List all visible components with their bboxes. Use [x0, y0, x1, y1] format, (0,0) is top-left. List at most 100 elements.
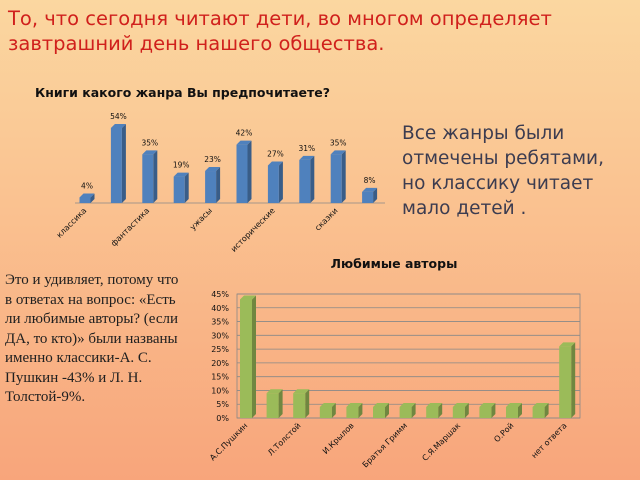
- bar-side: [153, 150, 158, 203]
- bar-top: [110, 123, 126, 128]
- bar-side: [278, 161, 283, 203]
- bar: [319, 406, 332, 418]
- bar-top: [173, 172, 189, 177]
- bar: [426, 406, 439, 418]
- value-label: 23%: [204, 155, 221, 164]
- bar: [110, 127, 122, 203]
- bar: [293, 393, 306, 418]
- bar-top: [293, 389, 310, 394]
- y-tick-label: 30%: [211, 331, 229, 340]
- bar-side: [571, 342, 576, 418]
- bar: [452, 406, 465, 418]
- bar: [79, 197, 91, 203]
- bar-top: [330, 150, 346, 155]
- x-tick-label: фантастика: [109, 206, 151, 248]
- bar-side: [385, 402, 389, 418]
- y-tick-label: 5%: [216, 400, 229, 409]
- x-tick-label: сказки: [313, 206, 339, 232]
- plot-frame: [236, 293, 581, 419]
- bar-top: [236, 140, 252, 145]
- bar-top: [479, 402, 496, 407]
- x-tick-label: исторические: [229, 206, 277, 254]
- value-label: 4%: [81, 181, 93, 190]
- x-tick-label: нет ответа: [530, 421, 569, 460]
- bar: [506, 406, 518, 418]
- bar-side: [341, 150, 346, 203]
- bar-side: [491, 402, 496, 418]
- side-note: Все жанры были отмечены ребятами, но кла…: [402, 123, 604, 219]
- bar-top: [399, 402, 416, 407]
- bar-top: [299, 155, 315, 160]
- x-tick-label: Братья Гримм: [361, 421, 409, 469]
- bar-side: [184, 172, 189, 203]
- bar-top: [267, 161, 283, 166]
- x-tick-label: Л.Толстой: [266, 421, 302, 457]
- bar-top: [79, 193, 95, 198]
- bar: [362, 191, 374, 203]
- bar-side: [247, 140, 252, 203]
- bar-side: [216, 167, 221, 203]
- bar-side: [373, 187, 378, 203]
- bar: [299, 159, 311, 203]
- bar-side: [331, 402, 336, 418]
- bar-top: [452, 402, 469, 407]
- bar-top: [142, 150, 158, 155]
- value-label: 35%: [141, 138, 158, 147]
- y-tick-label: 15%: [211, 373, 229, 382]
- y-tick-label: 45%: [211, 290, 229, 299]
- heading: То, что сегодня читают дети, во многом о…: [8, 7, 552, 55]
- left-note: Это и удивляет, потому что в ответах на …: [5, 272, 179, 405]
- bar-side: [411, 402, 416, 418]
- bar-top: [240, 295, 256, 300]
- bar-side: [310, 155, 315, 203]
- value-label: 54%: [110, 112, 127, 121]
- bar: [173, 176, 185, 203]
- bar-top: [426, 402, 443, 407]
- bar-side: [121, 123, 126, 203]
- bar: [346, 406, 359, 418]
- x-tick-label: классика: [55, 206, 89, 240]
- bar-side: [90, 193, 95, 203]
- bar-side: [305, 389, 310, 418]
- bar-side: [252, 295, 256, 418]
- bar-top: [319, 402, 336, 407]
- bar: [399, 406, 412, 418]
- bar-side: [278, 389, 283, 418]
- bar-top: [266, 389, 283, 394]
- bar: [330, 154, 342, 203]
- y-tick-label: 40%: [211, 304, 229, 313]
- bar: [267, 165, 279, 203]
- bar-top: [559, 342, 576, 347]
- x-tick-label: И.Крылов: [321, 421, 356, 456]
- bar-top: [506, 402, 522, 407]
- bar: [559, 346, 572, 418]
- y-tick-label: 10%: [211, 386, 229, 395]
- value-label: 27%: [267, 149, 284, 158]
- value-label: 35%: [330, 138, 347, 147]
- bar-top: [362, 187, 378, 192]
- bar-top: [532, 402, 549, 407]
- bar-top: [373, 402, 389, 407]
- y-tick-label: 35%: [211, 318, 229, 327]
- y-tick-label: 0%: [216, 414, 229, 423]
- bar: [373, 406, 385, 418]
- value-label: 31%: [298, 144, 315, 153]
- bar: [240, 299, 252, 418]
- value-label: 8%: [364, 176, 376, 185]
- bar-side: [544, 402, 549, 418]
- x-tick-label: О.Рой: [492, 421, 515, 444]
- chart-title: Книги какого жанра Вы предпочитаете?: [35, 85, 330, 100]
- bar: [266, 393, 279, 418]
- bar: [205, 171, 217, 203]
- x-tick-label: А.С.Пушкин: [208, 421, 249, 462]
- x-tick-label: ужасы: [188, 206, 214, 232]
- value-label: 19%: [173, 161, 190, 170]
- bar-side: [518, 402, 522, 418]
- bar-side: [358, 402, 363, 418]
- bar-top: [346, 402, 363, 407]
- value-label: 42%: [236, 129, 253, 138]
- bar-top: [205, 167, 221, 172]
- bar-side: [464, 402, 469, 418]
- bar: [142, 154, 154, 203]
